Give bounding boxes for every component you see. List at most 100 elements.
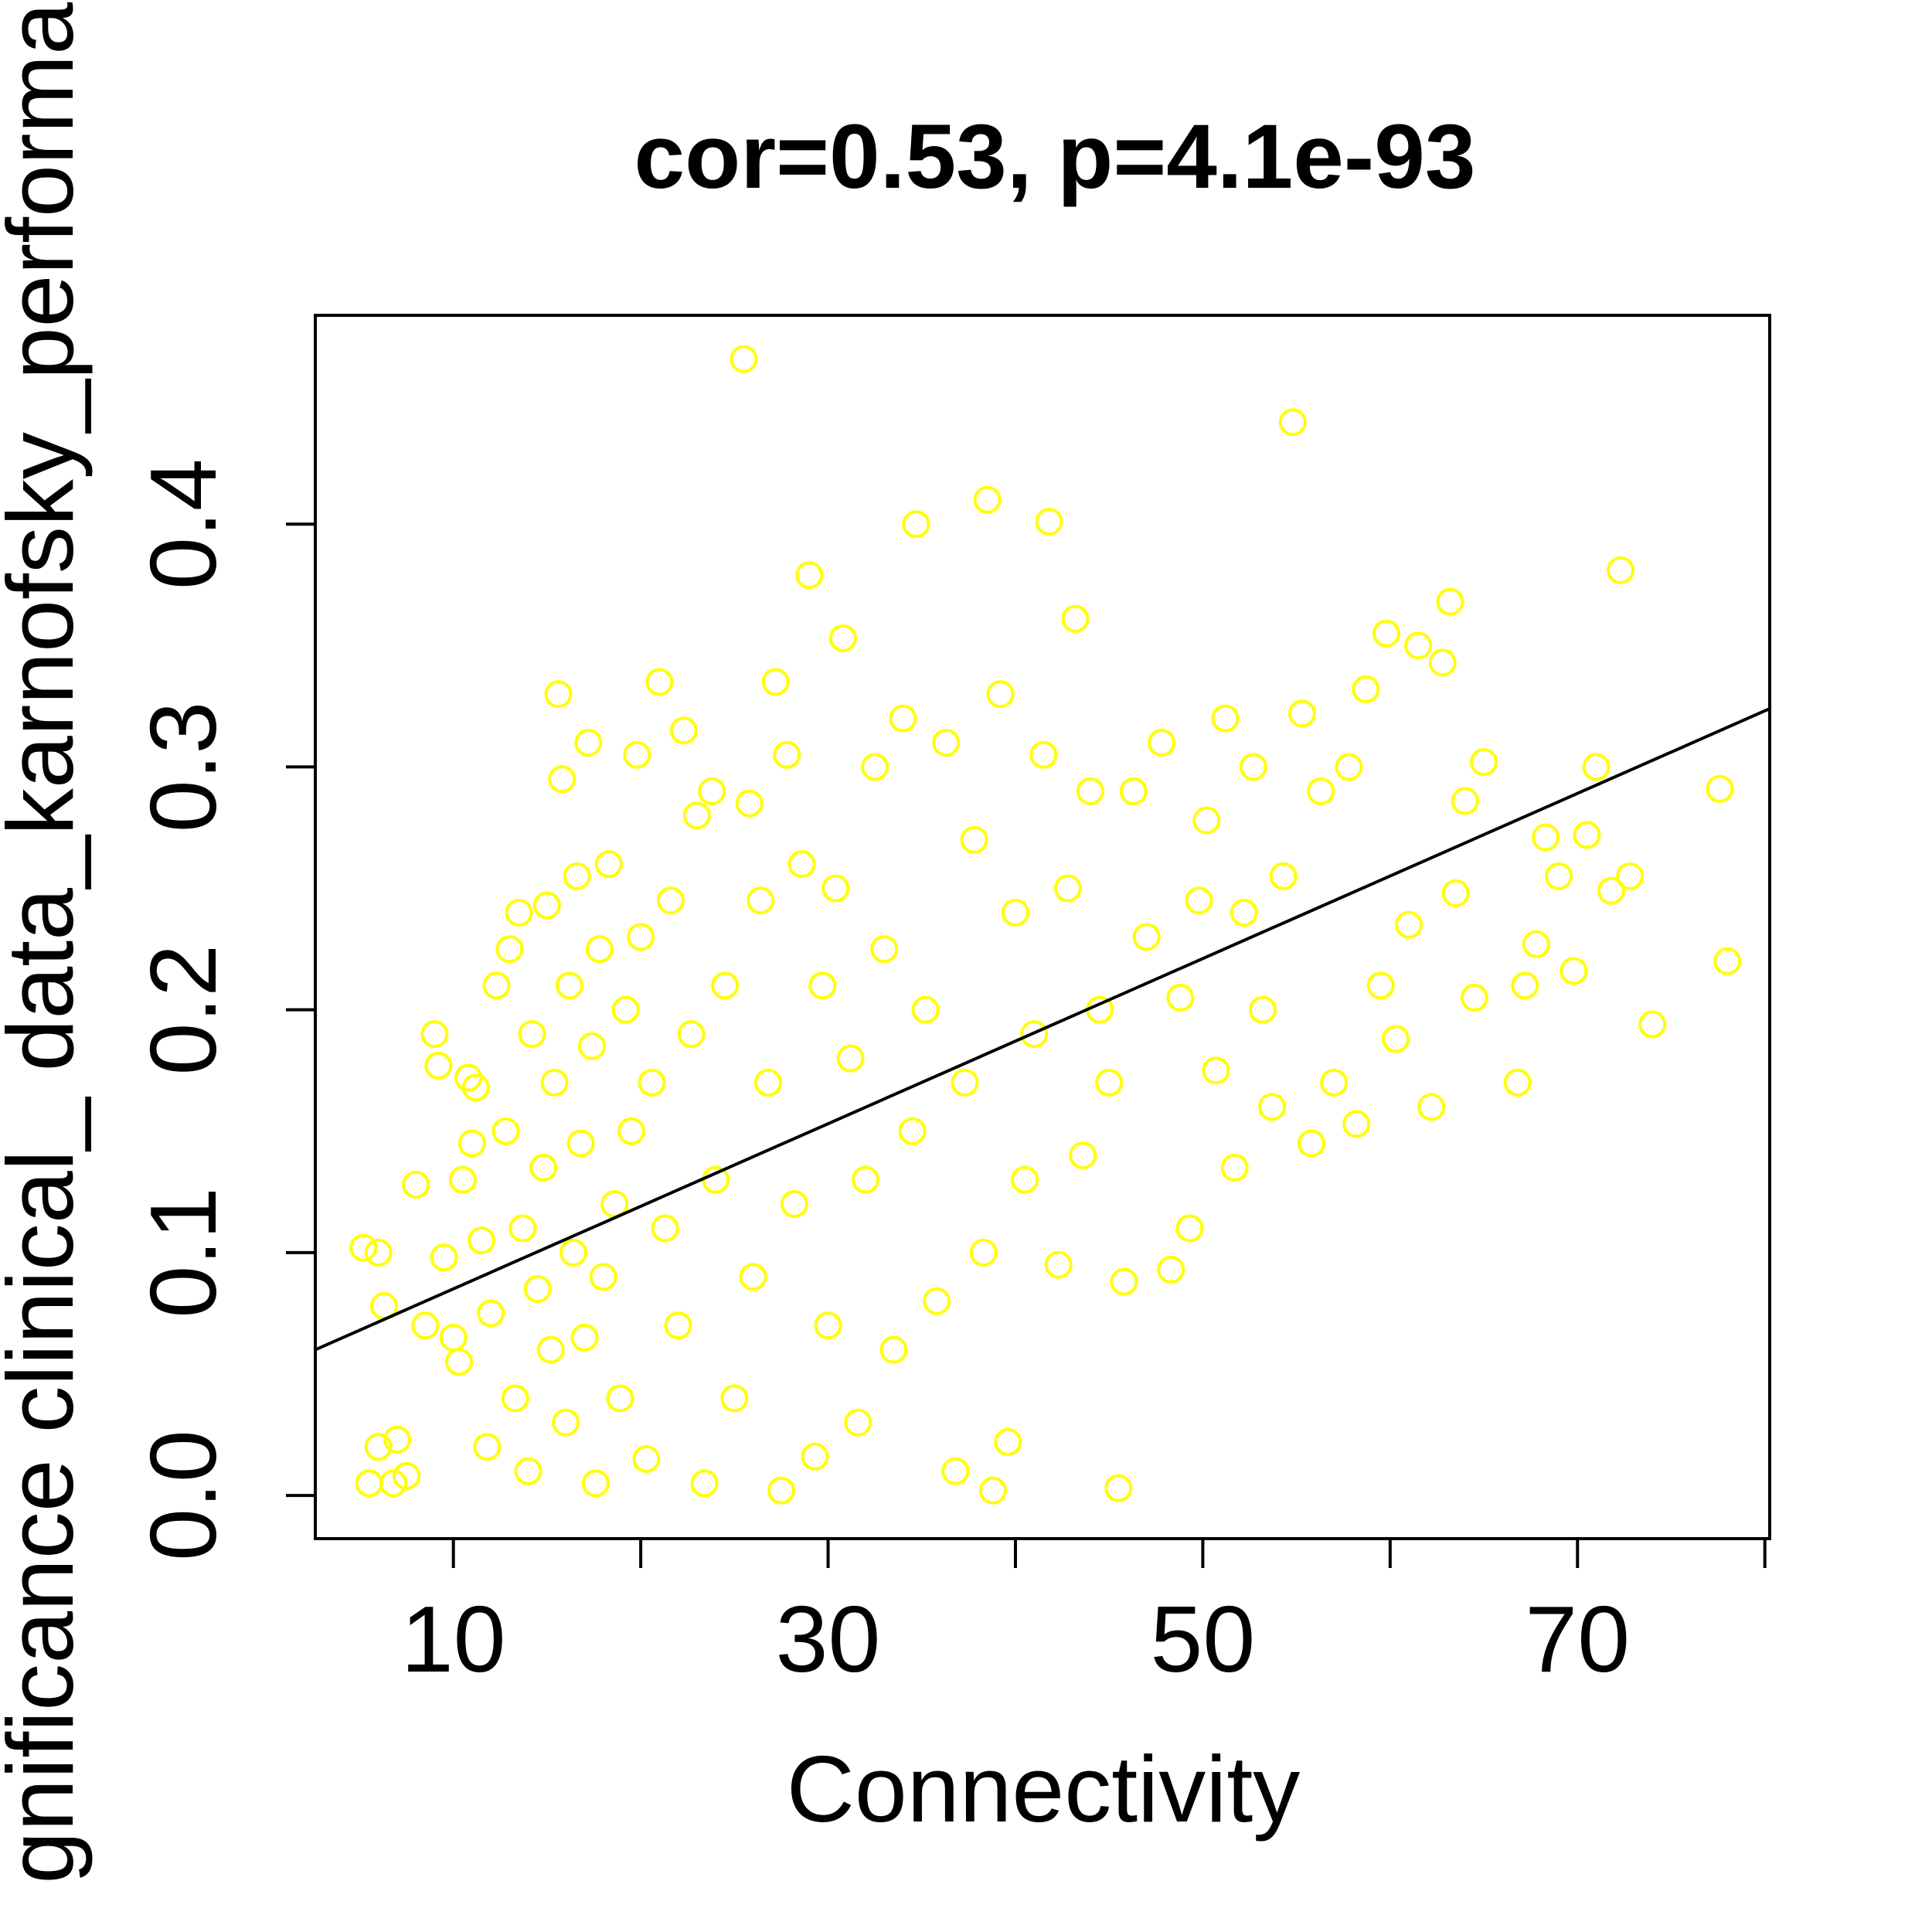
point — [578, 1032, 607, 1060]
point — [482, 971, 511, 1000]
point — [492, 1117, 520, 1145]
plot-frame — [314, 314, 1771, 1540]
point — [730, 345, 758, 373]
point — [1020, 1020, 1049, 1049]
point — [1545, 862, 1573, 890]
point — [1417, 1093, 1446, 1121]
point — [1132, 923, 1161, 951]
point — [1706, 774, 1734, 803]
point — [1258, 1093, 1287, 1121]
point — [393, 1461, 421, 1490]
point — [645, 668, 674, 696]
point — [1230, 898, 1258, 927]
point — [1166, 983, 1195, 1012]
point — [1441, 879, 1470, 907]
point — [627, 923, 655, 951]
point — [1522, 930, 1550, 958]
point — [828, 624, 857, 652]
point — [1638, 1010, 1667, 1039]
point — [364, 1433, 393, 1461]
point — [808, 971, 837, 1000]
point — [1320, 1068, 1349, 1097]
point — [735, 789, 764, 818]
point — [677, 1020, 706, 1049]
x-tick-label: 30 — [776, 1587, 881, 1692]
point — [585, 935, 614, 964]
point — [1436, 587, 1464, 616]
point — [767, 1476, 795, 1505]
point — [574, 729, 603, 757]
point — [1451, 787, 1479, 815]
point — [1095, 1068, 1124, 1097]
point — [1366, 971, 1395, 1000]
point — [879, 1335, 908, 1364]
point — [1110, 1267, 1138, 1296]
y-tick-label: 0.4 — [131, 458, 236, 590]
point — [1511, 971, 1539, 1000]
point — [1404, 631, 1433, 660]
point — [1175, 1214, 1204, 1243]
point — [651, 1214, 679, 1243]
point — [430, 1243, 458, 1272]
point — [477, 1299, 505, 1328]
point — [1560, 957, 1588, 985]
point — [468, 1226, 496, 1255]
point — [969, 1238, 998, 1267]
point — [448, 1165, 477, 1194]
point — [1335, 753, 1363, 781]
point — [852, 1165, 880, 1194]
point — [821, 874, 850, 903]
point — [1470, 748, 1498, 777]
point — [698, 777, 726, 805]
point — [529, 1153, 558, 1182]
point — [1211, 704, 1240, 733]
point — [773, 740, 801, 769]
point — [632, 1444, 661, 1473]
point — [617, 1117, 645, 1145]
point — [424, 1051, 453, 1080]
point — [623, 740, 651, 769]
point — [861, 753, 889, 781]
point — [1597, 876, 1625, 905]
point — [411, 1311, 440, 1340]
point — [1342, 1110, 1371, 1138]
point — [1061, 604, 1090, 633]
point — [559, 1238, 587, 1267]
point — [594, 850, 623, 879]
point — [402, 1170, 430, 1199]
point — [761, 668, 790, 696]
point — [1104, 1474, 1133, 1502]
point — [536, 1335, 565, 1364]
point — [495, 935, 524, 964]
point — [669, 716, 698, 745]
point — [461, 1073, 490, 1102]
point — [1382, 1025, 1410, 1053]
point — [1573, 821, 1601, 849]
point — [1298, 1129, 1326, 1158]
point — [544, 680, 573, 709]
point — [1011, 1165, 1039, 1194]
y-tick-label: 0.1 — [131, 1187, 236, 1318]
point — [1395, 910, 1423, 939]
point — [902, 510, 930, 539]
point — [349, 1233, 378, 1262]
point — [383, 1425, 411, 1454]
point — [1157, 1255, 1185, 1284]
point — [951, 1068, 979, 1097]
point — [540, 1068, 569, 1097]
point — [911, 995, 940, 1024]
point — [711, 971, 740, 1000]
point — [1460, 983, 1488, 1012]
point — [747, 886, 775, 915]
point — [532, 891, 561, 920]
point — [589, 1263, 617, 1291]
point — [518, 1020, 546, 1049]
x-axis-label: Connectivity — [787, 1736, 1301, 1842]
point — [1148, 729, 1176, 757]
point — [836, 1044, 865, 1073]
point — [1035, 508, 1063, 536]
point — [1029, 740, 1058, 769]
point — [973, 485, 1002, 514]
x-tick-label: 70 — [1525, 1587, 1630, 1692]
